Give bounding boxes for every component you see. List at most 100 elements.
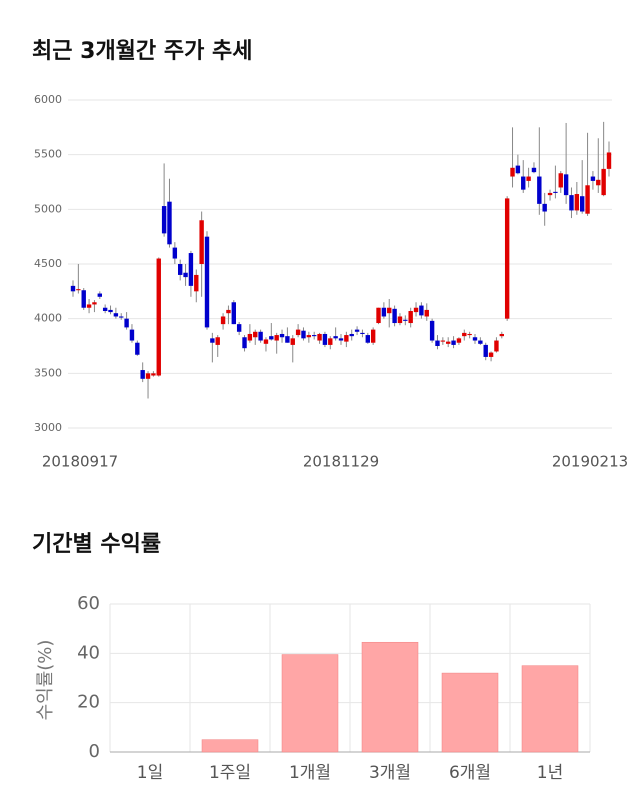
bar — [281, 654, 339, 753]
candle-body — [290, 338, 295, 345]
candle-body — [510, 167, 515, 177]
candle-body — [531, 167, 537, 173]
candle-body — [178, 264, 183, 275]
candle-body — [285, 336, 290, 343]
candle-body — [135, 342, 140, 355]
candle-body — [108, 309, 113, 313]
bar — [441, 672, 499, 753]
candle-body — [354, 329, 360, 332]
candle-body — [183, 272, 188, 278]
candle-body — [403, 319, 408, 321]
candle-body — [156, 258, 161, 376]
y-axis-label: 수익률(%) — [35, 640, 56, 721]
candle-body — [392, 308, 397, 324]
candle-body — [478, 340, 483, 344]
y-tick-label: 6000 — [34, 93, 62, 106]
candle-body — [81, 290, 86, 308]
bar — [521, 665, 579, 753]
candle-body — [231, 302, 236, 325]
y-tick-label: 40 — [77, 642, 100, 663]
x-tick-label: 6개월 — [449, 763, 491, 783]
candle-body — [124, 318, 129, 328]
y-tick-label: 3500 — [34, 366, 62, 379]
candle-body — [301, 330, 306, 339]
candle-body — [317, 333, 322, 341]
candle-body — [360, 332, 365, 334]
candle-body — [606, 152, 612, 169]
y-tick-label: 3000 — [34, 421, 62, 434]
candle-body — [279, 333, 285, 338]
candle-body — [253, 331, 258, 338]
candle-body — [188, 253, 194, 286]
candle-body — [113, 313, 119, 317]
x-tick-label: 1주일 — [209, 763, 251, 783]
candle-body — [312, 335, 317, 337]
candle-body — [563, 174, 569, 196]
candle-body — [462, 332, 467, 337]
bar — [361, 641, 419, 753]
candle-body — [161, 206, 167, 234]
candle-body — [440, 340, 446, 342]
candle-body — [86, 304, 92, 308]
x-tick-label: 1년 — [537, 763, 563, 783]
candle-body — [526, 176, 531, 181]
candle-body — [242, 337, 247, 349]
candle-body — [521, 176, 526, 190]
candle-body — [504, 198, 510, 319]
candle-body — [515, 165, 521, 174]
candle-body — [419, 305, 424, 316]
candle-body — [537, 176, 542, 204]
candle-body — [145, 373, 151, 379]
candle-body — [97, 293, 102, 297]
candle-body — [226, 309, 231, 314]
candle-body — [381, 307, 387, 317]
chart-title: 기간별 수익률 — [32, 532, 161, 557]
candle-body — [333, 336, 338, 339]
x-tick-label: 20190213 — [552, 453, 628, 471]
candle-body — [387, 307, 392, 314]
candle-body — [167, 201, 172, 245]
candle-body — [328, 338, 333, 345]
candle-body — [215, 337, 220, 345]
candle-body — [499, 333, 504, 337]
candle-body — [247, 333, 253, 341]
candle-body — [269, 336, 274, 340]
candle-body — [558, 173, 563, 188]
candle-body — [472, 337, 478, 341]
y-tick-label: 4500 — [34, 257, 62, 270]
candle-body — [435, 340, 440, 346]
candle-body — [210, 338, 215, 343]
candle-body — [322, 333, 328, 345]
candle-body — [397, 316, 403, 324]
candle-body — [488, 352, 494, 357]
y-tick-label: 60 — [77, 593, 100, 614]
candle-body — [263, 339, 269, 344]
candle-body — [424, 309, 429, 317]
x-tick-label: 20180917 — [42, 453, 118, 471]
y-tick-label: 20 — [77, 692, 100, 713]
bar — [201, 739, 259, 753]
x-tick-label: 20181129 — [303, 453, 379, 471]
candle-body — [451, 340, 456, 345]
candle-body — [376, 307, 381, 324]
candle-body — [365, 335, 370, 343]
y-tick-label: 4000 — [34, 312, 62, 325]
candle-body — [574, 194, 580, 211]
candle-body — [456, 338, 462, 343]
candle-body — [338, 338, 344, 341]
candle-body — [483, 344, 488, 357]
candle-body — [542, 203, 547, 212]
candle-body — [236, 324, 242, 332]
candle-body — [601, 168, 606, 196]
candle-body — [306, 335, 312, 338]
candle-body — [467, 333, 472, 336]
candle-body — [547, 192, 553, 196]
candle-body — [119, 316, 124, 318]
candle-body — [274, 335, 279, 341]
candle-body — [199, 220, 204, 264]
candle-body — [585, 185, 590, 214]
candle-body — [151, 373, 156, 376]
candle-body — [413, 307, 419, 313]
candle-body — [102, 307, 108, 312]
